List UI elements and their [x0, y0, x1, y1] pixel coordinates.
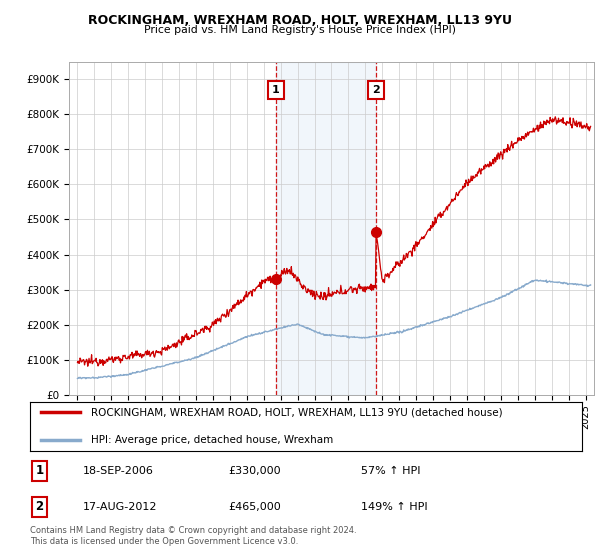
Text: 2: 2: [372, 85, 380, 95]
Text: ROCKINGHAM, WREXHAM ROAD, HOLT, WREXHAM, LL13 9YU (detached house): ROCKINGHAM, WREXHAM ROAD, HOLT, WREXHAM,…: [91, 407, 502, 417]
Text: 1: 1: [272, 85, 280, 95]
Text: 57% ↑ HPI: 57% ↑ HPI: [361, 465, 421, 475]
Text: HPI: Average price, detached house, Wrexham: HPI: Average price, detached house, Wrex…: [91, 435, 333, 445]
Bar: [276, 62, 376, 395]
Text: 2: 2: [35, 500, 44, 513]
Text: £465,000: £465,000: [229, 502, 281, 512]
Text: ROCKINGHAM, WREXHAM ROAD, HOLT, WREXHAM, LL13 9YU: ROCKINGHAM, WREXHAM ROAD, HOLT, WREXHAM,…: [88, 14, 512, 27]
Text: 17-AUG-2012: 17-AUG-2012: [82, 502, 157, 512]
Text: £330,000: £330,000: [229, 465, 281, 475]
Text: 18-SEP-2006: 18-SEP-2006: [82, 465, 154, 475]
Text: Contains HM Land Registry data © Crown copyright and database right 2024.
This d: Contains HM Land Registry data © Crown c…: [30, 526, 356, 546]
Text: 149% ↑ HPI: 149% ↑ HPI: [361, 502, 428, 512]
Text: Price paid vs. HM Land Registry's House Price Index (HPI): Price paid vs. HM Land Registry's House …: [144, 25, 456, 35]
Text: 1: 1: [35, 464, 44, 477]
